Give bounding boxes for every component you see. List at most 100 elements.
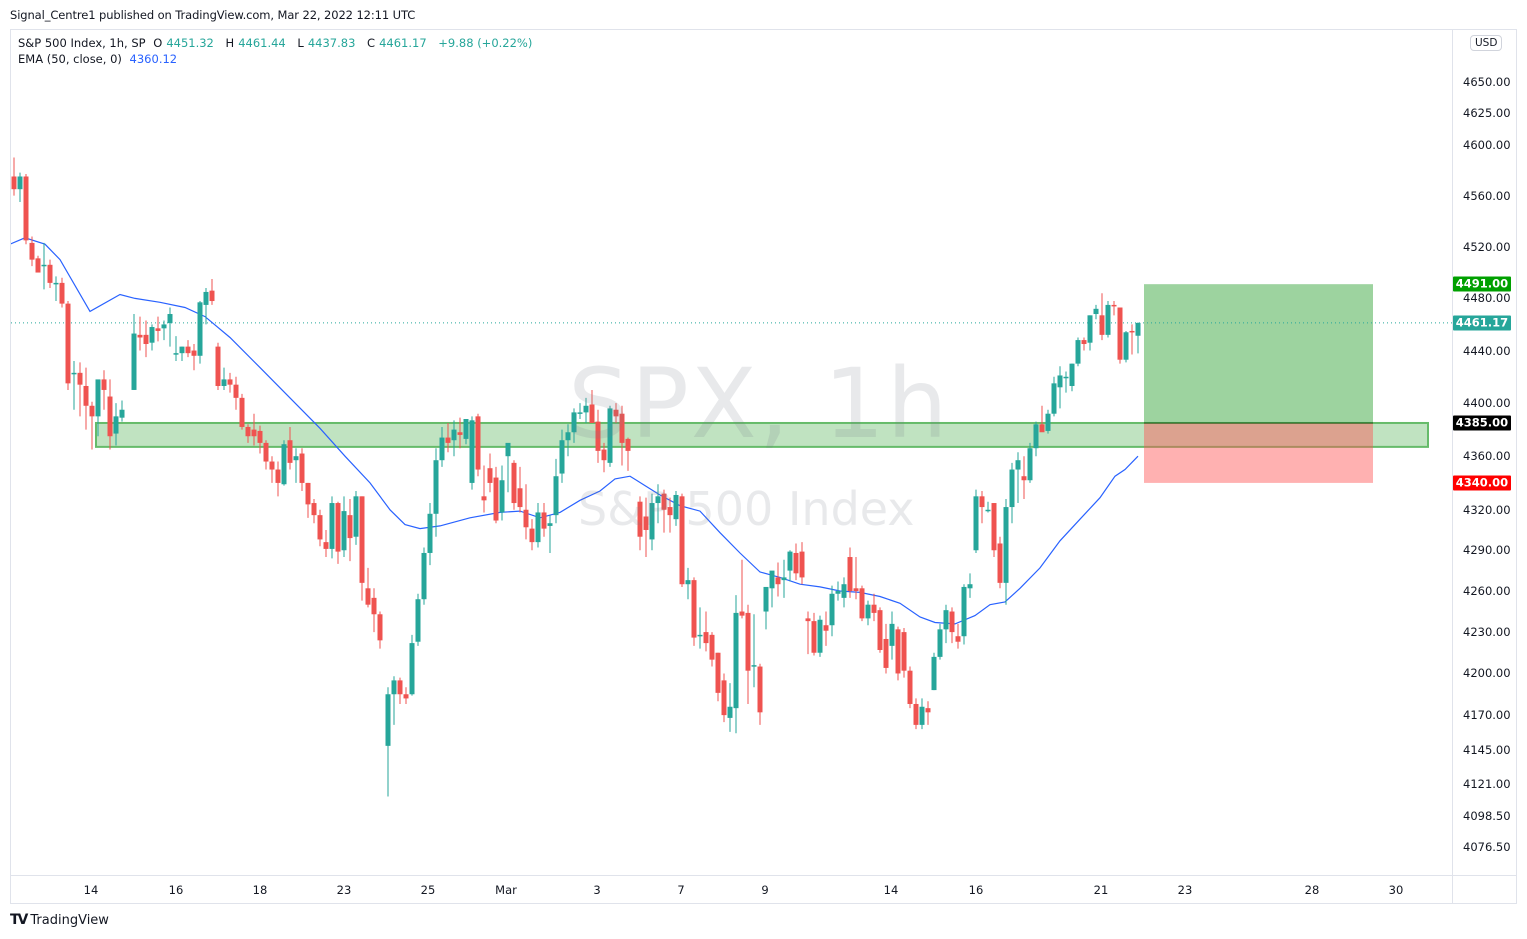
candle-body xyxy=(365,588,371,605)
candle-body xyxy=(871,604,877,613)
candle-body xyxy=(679,496,685,585)
candle-body xyxy=(11,176,17,190)
candle-body xyxy=(83,385,89,406)
footer: TV TradingView xyxy=(10,912,109,928)
time-axis-label: 16 xyxy=(968,883,984,897)
candle-body xyxy=(511,462,517,504)
ema-line xyxy=(11,237,1139,625)
candle-body xyxy=(535,512,541,543)
candle-body xyxy=(269,461,275,470)
legend-open-label: O xyxy=(153,36,163,50)
candle-body xyxy=(559,440,565,474)
candle-body xyxy=(793,552,799,574)
time-axis-label: 23 xyxy=(336,883,352,897)
candle-body xyxy=(1045,413,1051,431)
price-axis-label: 4121.00 xyxy=(1463,776,1511,791)
candle-body xyxy=(487,468,493,483)
candle-body xyxy=(1093,308,1099,315)
price-axis-label: 4230.00 xyxy=(1463,625,1511,640)
time-axis-label: 16 xyxy=(168,883,184,897)
candle-body xyxy=(1123,332,1129,360)
candle-body xyxy=(655,496,661,504)
candle-body xyxy=(811,621,817,653)
candle-body xyxy=(589,404,595,423)
candle-body xyxy=(853,588,859,592)
time-axis-label: 14 xyxy=(883,883,899,897)
candle-body xyxy=(293,456,299,461)
time-axis-label: 23 xyxy=(1177,883,1193,897)
time-axis-label: 30 xyxy=(1388,883,1404,897)
candle-body xyxy=(17,176,23,190)
chart-panel[interactable] xyxy=(10,29,1517,904)
price-tag-target: 4491.00 xyxy=(1453,276,1511,292)
footer-brand: TradingView xyxy=(30,912,109,928)
candle-body xyxy=(727,706,733,718)
candle-body xyxy=(1033,424,1039,449)
time-axis-label: 3 xyxy=(593,883,601,897)
candle-body xyxy=(359,496,365,583)
candle-body xyxy=(673,494,679,520)
candle-body xyxy=(607,408,613,463)
price-axis-divider xyxy=(1452,29,1453,904)
candle-body xyxy=(703,632,709,644)
time-axis-label: 28 xyxy=(1304,883,1320,897)
candle-body xyxy=(71,372,77,375)
candle-body xyxy=(257,430,263,443)
candle-body xyxy=(787,551,793,571)
target-zone xyxy=(1144,284,1373,423)
candle-body xyxy=(65,303,71,384)
price-axis-label: 4145.00 xyxy=(1463,743,1511,758)
currency-button[interactable]: USD xyxy=(1470,35,1503,51)
candle-body xyxy=(715,652,721,693)
candle-body xyxy=(341,511,347,551)
candle-body xyxy=(919,706,925,725)
candle-body xyxy=(565,432,571,441)
price-axis-label: 4320.00 xyxy=(1463,502,1511,517)
candle-body xyxy=(47,264,53,283)
candle-body xyxy=(155,328,161,331)
candle-body xyxy=(23,176,29,241)
price-tag-stop: 4340.00 xyxy=(1453,475,1511,491)
candle-body xyxy=(529,528,535,543)
candle-body xyxy=(137,334,143,338)
candle-body xyxy=(317,515,323,540)
candle-body xyxy=(973,496,979,551)
candle-body xyxy=(721,680,727,716)
candle-body xyxy=(107,396,113,437)
candle-body xyxy=(751,665,757,667)
candle-body xyxy=(1117,307,1123,360)
candle-body xyxy=(985,509,991,512)
publish-info: Signal_Centre1 published on TradingView.… xyxy=(10,8,416,22)
candle-body xyxy=(89,405,95,417)
candle-body xyxy=(1081,340,1087,345)
candle-body xyxy=(415,599,421,642)
candle-body xyxy=(131,333,137,390)
legend-main-series[interactable]: S&P 500 Index, 1h, SP O 4451.32 H 4461.44 … xyxy=(18,35,536,51)
candle-body xyxy=(709,634,715,660)
candle-body xyxy=(227,379,233,385)
candle-body xyxy=(179,346,185,354)
candle-body xyxy=(895,629,901,674)
candle-body xyxy=(101,379,107,390)
legend-close-label: C xyxy=(367,36,376,50)
time-axis-label: 14 xyxy=(83,883,99,897)
legend-ema[interactable]: EMA (50, close, 0) 4360.12 xyxy=(18,51,536,67)
legend-high: 4461.44 xyxy=(238,36,286,50)
candle-body xyxy=(685,580,691,585)
candle-body xyxy=(577,412,583,414)
candle-body xyxy=(1063,376,1069,379)
candle-body xyxy=(619,413,625,443)
legend-change: +9.88 (+0.22%) xyxy=(438,36,533,50)
candle-body xyxy=(817,619,823,653)
candle-body xyxy=(649,503,655,540)
candle-body xyxy=(553,476,559,516)
candle-body xyxy=(1021,476,1027,481)
candle-body xyxy=(967,584,973,589)
candle-body xyxy=(475,416,481,470)
candle-body xyxy=(913,703,919,725)
candle-body xyxy=(421,552,427,600)
candle-body xyxy=(955,636,961,642)
candle-body xyxy=(733,612,739,709)
candle-body xyxy=(739,611,745,616)
